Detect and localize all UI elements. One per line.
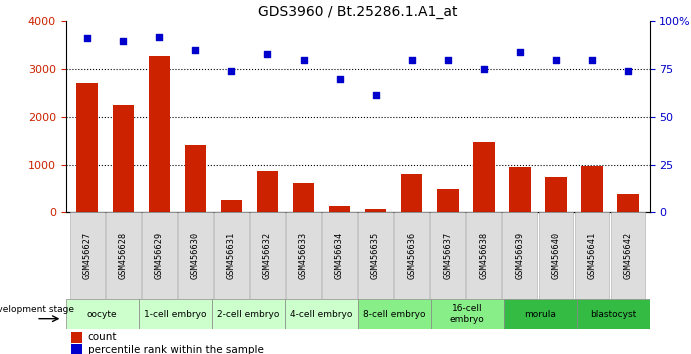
Text: GSM456633: GSM456633 bbox=[299, 232, 308, 279]
Text: GSM456636: GSM456636 bbox=[407, 232, 416, 279]
Bar bbox=[538, 212, 573, 299]
Text: GSM456632: GSM456632 bbox=[263, 232, 272, 279]
Text: GSM456638: GSM456638 bbox=[480, 232, 489, 279]
Point bbox=[82, 36, 93, 41]
Bar bbox=[70, 212, 104, 299]
Bar bbox=[71, 332, 82, 343]
Bar bbox=[509, 167, 531, 212]
Text: morula: morula bbox=[524, 310, 556, 319]
Point bbox=[262, 51, 273, 57]
Point bbox=[154, 35, 165, 40]
Point bbox=[334, 76, 345, 81]
Bar bbox=[77, 83, 98, 212]
Text: 2-cell embryo: 2-cell embryo bbox=[217, 310, 279, 319]
Text: 4-cell embryo: 4-cell embryo bbox=[290, 310, 352, 319]
Bar bbox=[437, 189, 459, 212]
Bar bbox=[581, 166, 603, 212]
Bar bbox=[71, 344, 82, 354]
Text: GSM456642: GSM456642 bbox=[623, 232, 632, 279]
Bar bbox=[286, 212, 321, 299]
Bar bbox=[220, 200, 243, 212]
Bar bbox=[113, 105, 134, 212]
Bar bbox=[576, 299, 650, 329]
Title: GDS3960 / Bt.25286.1.A1_at: GDS3960 / Bt.25286.1.A1_at bbox=[258, 5, 457, 19]
Bar bbox=[178, 212, 213, 299]
Point bbox=[190, 47, 201, 53]
Text: GSM456641: GSM456641 bbox=[587, 232, 596, 279]
Bar bbox=[256, 171, 278, 212]
Text: GSM456639: GSM456639 bbox=[515, 232, 524, 279]
Text: GSM456629: GSM456629 bbox=[155, 232, 164, 279]
Bar bbox=[142, 212, 177, 299]
Point bbox=[117, 39, 129, 44]
Bar bbox=[365, 209, 386, 212]
Text: GSM456637: GSM456637 bbox=[443, 232, 452, 279]
Bar bbox=[214, 212, 249, 299]
Bar bbox=[545, 177, 567, 212]
Bar bbox=[575, 212, 609, 299]
Bar bbox=[211, 299, 285, 329]
Bar bbox=[285, 299, 358, 329]
Text: GSM456627: GSM456627 bbox=[83, 232, 92, 279]
Bar bbox=[359, 212, 393, 299]
Bar bbox=[473, 142, 495, 212]
Bar bbox=[293, 183, 314, 212]
Text: GSM456630: GSM456630 bbox=[191, 232, 200, 279]
Bar bbox=[617, 194, 638, 212]
Text: GSM456634: GSM456634 bbox=[335, 232, 344, 279]
Bar bbox=[430, 299, 504, 329]
Text: GSM456628: GSM456628 bbox=[119, 232, 128, 279]
Text: GSM456631: GSM456631 bbox=[227, 232, 236, 279]
Text: 8-cell embryo: 8-cell embryo bbox=[363, 310, 426, 319]
Bar bbox=[466, 212, 501, 299]
Text: GSM456635: GSM456635 bbox=[371, 232, 380, 279]
Point bbox=[226, 68, 237, 74]
Point bbox=[587, 58, 598, 63]
Bar bbox=[502, 212, 537, 299]
Point bbox=[514, 49, 525, 55]
Bar bbox=[611, 212, 645, 299]
Point bbox=[550, 58, 561, 63]
Text: blastocyst: blastocyst bbox=[590, 310, 636, 319]
Bar bbox=[106, 212, 140, 299]
Point bbox=[442, 58, 453, 63]
Bar bbox=[395, 212, 429, 299]
Bar bbox=[250, 212, 285, 299]
Text: 1-cell embryo: 1-cell embryo bbox=[144, 310, 207, 319]
Text: count: count bbox=[88, 332, 117, 342]
Bar bbox=[66, 299, 139, 329]
Point bbox=[478, 66, 489, 72]
Text: GSM456640: GSM456640 bbox=[551, 232, 560, 279]
Point bbox=[623, 68, 634, 74]
Bar bbox=[322, 212, 357, 299]
Text: oocyte: oocyte bbox=[87, 310, 117, 319]
Text: 16-cell
embryo: 16-cell embryo bbox=[450, 304, 484, 324]
Bar bbox=[430, 212, 465, 299]
Point bbox=[406, 58, 417, 63]
Bar bbox=[401, 174, 422, 212]
Bar bbox=[504, 299, 576, 329]
Bar bbox=[184, 144, 206, 212]
Point bbox=[370, 92, 381, 98]
Bar bbox=[149, 56, 170, 212]
Bar bbox=[329, 206, 350, 212]
Text: percentile rank within the sample: percentile rank within the sample bbox=[88, 344, 264, 354]
Point bbox=[298, 58, 309, 63]
Bar bbox=[358, 299, 430, 329]
Text: development stage: development stage bbox=[0, 305, 73, 314]
Bar bbox=[139, 299, 211, 329]
